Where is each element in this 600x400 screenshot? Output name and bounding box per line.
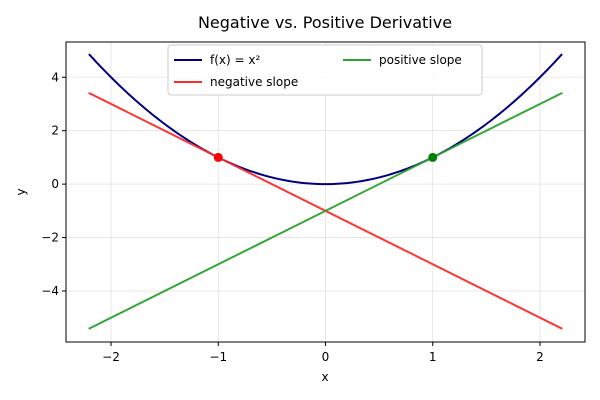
y-tick-label-4: 4 bbox=[51, 70, 59, 84]
chart-title: Negative vs. Positive Derivative bbox=[198, 13, 452, 32]
legend-label-2: positive slope bbox=[379, 53, 462, 67]
x-tick-label-0: −2 bbox=[102, 350, 120, 364]
tangent-point-0 bbox=[213, 152, 223, 162]
legend-label-1: negative slope bbox=[210, 75, 298, 89]
legend-frame bbox=[167, 44, 483, 96]
tangent-point-1 bbox=[428, 152, 438, 162]
series-line-0 bbox=[88, 53, 563, 186]
legend: f(x) = x² negative slope positive slope bbox=[167, 44, 483, 96]
series-line-2 bbox=[88, 91, 563, 330]
series-layer bbox=[88, 53, 563, 330]
x-tick-label-4: 2 bbox=[536, 350, 544, 364]
legend-label-0: f(x) = x² bbox=[210, 53, 260, 67]
x-tick-label-3: 1 bbox=[429, 350, 437, 364]
x-axis-label: x bbox=[321, 370, 328, 384]
points-layer bbox=[213, 152, 438, 162]
ticks: −2 −1 0 1 2 −4 −2 0 2 4 bbox=[41, 70, 543, 364]
y-tick-label-2: 0 bbox=[51, 177, 59, 191]
x-tick-label-1: −1 bbox=[209, 350, 227, 364]
x-tick-label-2: 0 bbox=[322, 350, 330, 364]
y-axis-label: y bbox=[14, 188, 28, 195]
y-tick-label-0: −4 bbox=[41, 284, 59, 298]
y-tick-label-1: −2 bbox=[41, 231, 59, 245]
y-tick-label-3: 2 bbox=[51, 124, 59, 138]
